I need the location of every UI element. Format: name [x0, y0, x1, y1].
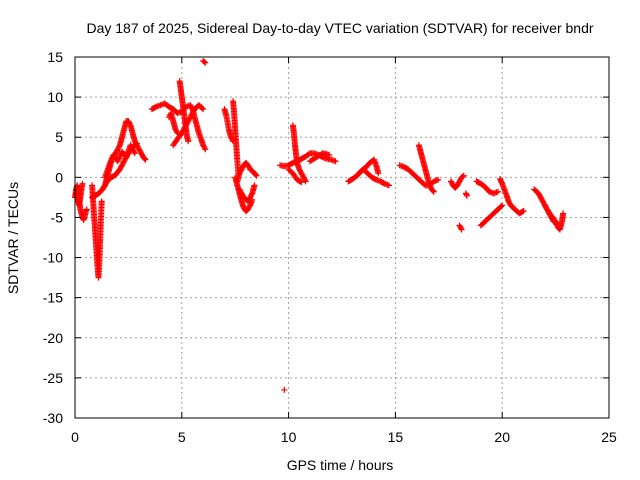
y-tick-label: 10	[47, 89, 63, 105]
data-point	[332, 158, 339, 165]
data-point	[117, 152, 124, 159]
data-point	[498, 203, 505, 210]
data-point	[375, 170, 382, 177]
data-point	[385, 182, 392, 189]
data-point	[302, 178, 309, 185]
data-point	[463, 192, 470, 199]
x-tick-label: 10	[281, 429, 297, 445]
chart-title: Day 187 of 2025, Sidereal Day-to-day VTE…	[86, 20, 593, 36]
y-tick-label: -30	[43, 410, 63, 426]
data-point	[430, 188, 437, 195]
x-tick-label: 15	[388, 429, 404, 445]
y-axis-label: SDTVAR / TECUs	[5, 182, 21, 294]
data-point	[202, 146, 209, 153]
data-point	[199, 105, 206, 112]
data-point	[131, 148, 138, 155]
data-point	[458, 226, 465, 233]
data-point	[79, 180, 86, 187]
data-point	[116, 154, 123, 161]
data-point	[201, 144, 208, 151]
data-point	[251, 182, 258, 189]
x-tick-label: 20	[494, 429, 510, 445]
data-point	[200, 106, 207, 113]
data-point	[246, 203, 253, 210]
y-tick-label: -15	[43, 290, 63, 306]
y-tick-label: 0	[55, 169, 63, 185]
plot-frame	[74, 56, 610, 419]
data-point	[131, 150, 138, 157]
data-point	[520, 208, 527, 215]
y-tick-label: -20	[43, 330, 63, 346]
data-point	[435, 176, 442, 183]
x-tick-label: 0	[71, 429, 79, 445]
x-axis-label: GPS time / hours	[287, 457, 394, 473]
data-point	[298, 179, 305, 186]
data-point	[202, 59, 209, 66]
data-point	[519, 208, 526, 215]
axis-ticks: 0 5 10 15 20 25 -30 -25 -20 -15 -10 -5 0 5 10 15	[43, 49, 617, 445]
data-point	[132, 141, 139, 148]
data-point	[281, 386, 288, 393]
data-point	[248, 191, 255, 198]
x-tick-label: 25	[601, 429, 617, 445]
data-series	[72, 58, 567, 393]
data-point	[253, 172, 260, 179]
data-point	[142, 156, 149, 163]
grid-lines	[75, 57, 609, 418]
data-point	[115, 155, 122, 162]
data-point	[115, 156, 122, 163]
data-point	[173, 128, 180, 135]
data-point	[201, 58, 208, 65]
data-point	[554, 220, 561, 227]
data-point	[459, 173, 466, 180]
y-tick-label: 5	[55, 129, 63, 145]
data-point	[252, 171, 259, 178]
data-point	[83, 206, 90, 213]
data-point	[114, 158, 121, 165]
y-tick-label: 15	[47, 49, 63, 65]
y-tick-label: -25	[43, 370, 63, 386]
y-tick-label: -10	[43, 250, 63, 266]
data-point	[494, 188, 501, 195]
data-point	[297, 178, 304, 185]
data-point	[116, 143, 123, 150]
data-point	[141, 155, 148, 162]
data-point	[174, 130, 181, 137]
data-point	[499, 202, 506, 209]
data-point	[133, 140, 140, 147]
data-point	[326, 151, 333, 158]
data-point	[430, 187, 437, 194]
x-tick-label: 5	[178, 429, 186, 445]
data-point	[553, 220, 560, 227]
data-point	[460, 172, 467, 179]
data-point	[457, 225, 464, 232]
y-tick-label: -5	[51, 209, 64, 225]
data-point	[185, 138, 192, 145]
data-point	[301, 177, 308, 184]
data-point	[98, 198, 105, 205]
data-point	[560, 210, 567, 217]
data-point	[126, 120, 133, 127]
